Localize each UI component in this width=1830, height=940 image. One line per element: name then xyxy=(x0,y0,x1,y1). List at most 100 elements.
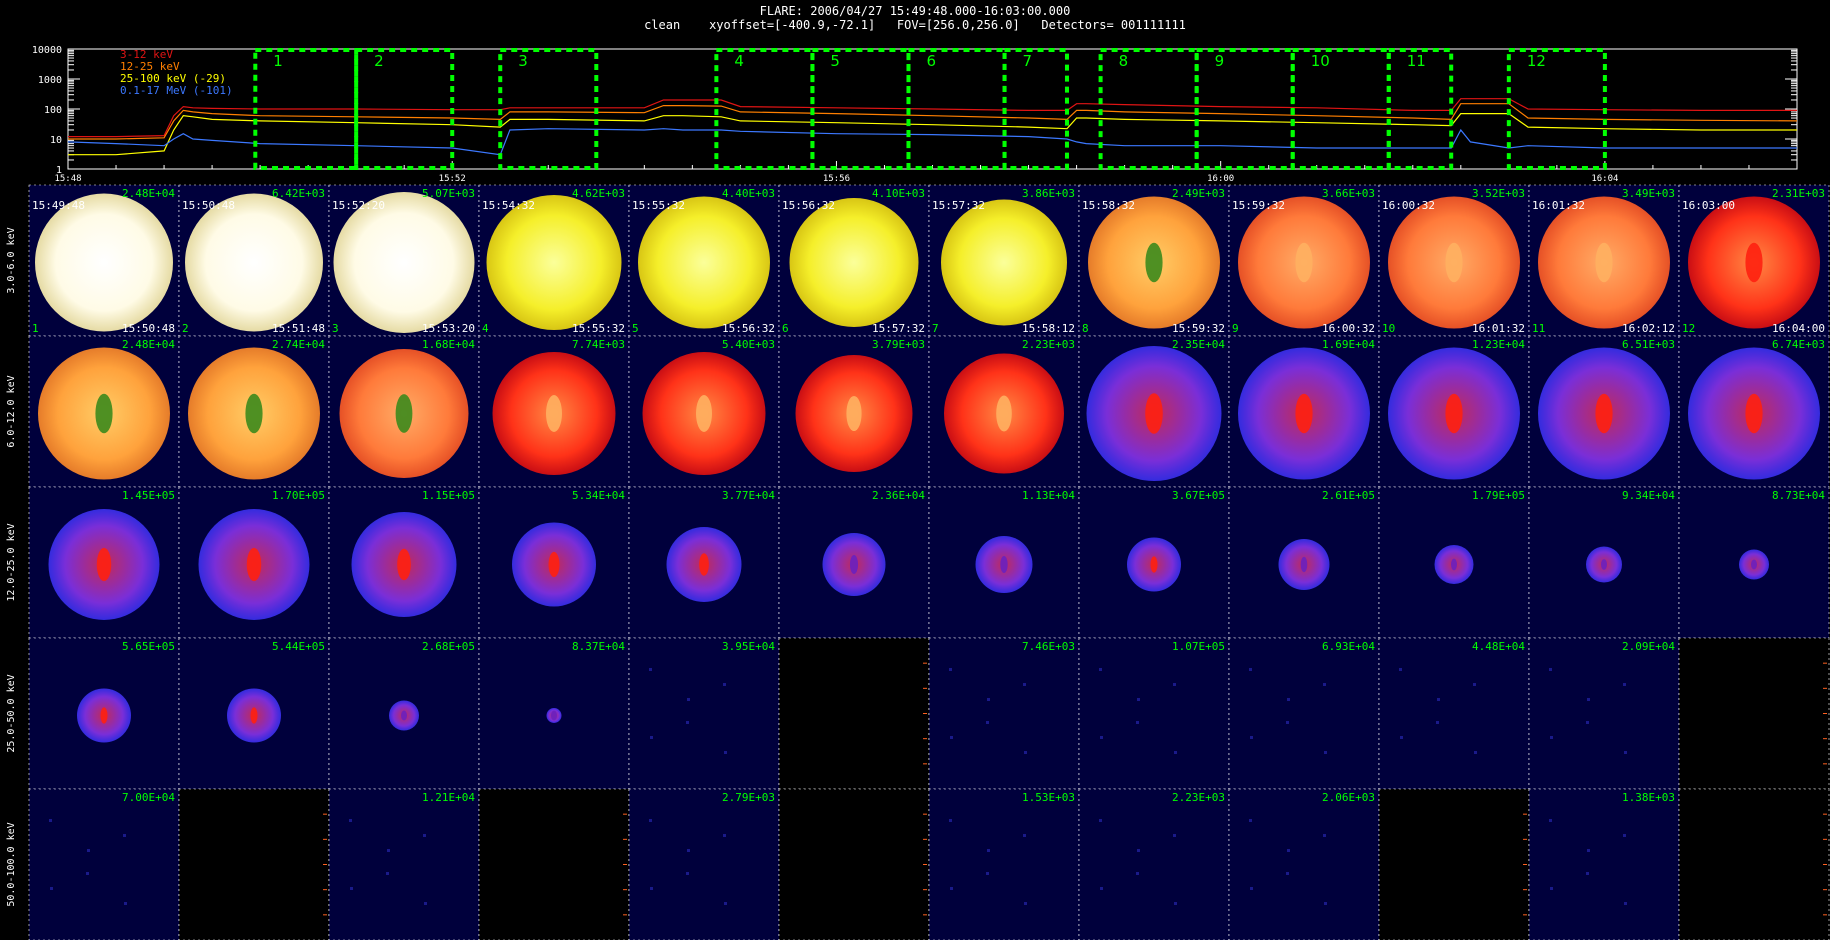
time-end-label: 16:01:32 xyxy=(1472,322,1525,335)
source-kernel xyxy=(551,710,557,721)
series-line-2 xyxy=(68,103,1798,140)
noise-speck xyxy=(1024,902,1027,905)
noise-speck xyxy=(423,834,426,837)
max-value-label: 2.68E+05 xyxy=(422,640,475,653)
max-value-label: 1.45E+05 xyxy=(122,489,175,502)
image-cell xyxy=(478,788,630,940)
max-value-label: 3.49E+03 xyxy=(1622,187,1675,200)
time-end-label: 15:59:32 xyxy=(1172,322,1225,335)
noise-speck xyxy=(1287,849,1290,852)
noise-speck xyxy=(1586,872,1589,875)
legend-entry: 0.1-17 MeV (-101) xyxy=(120,84,233,97)
time-end-label: 15:56:32 xyxy=(722,322,775,335)
max-value-label: 1.68E+04 xyxy=(422,338,475,351)
interval-number: 5 xyxy=(830,52,840,70)
source-kernel xyxy=(1300,556,1308,573)
max-value-label: 1.07E+05 xyxy=(1172,640,1225,653)
max-value-label: 1.69E+04 xyxy=(1322,338,1375,351)
max-value-label: 1.79E+05 xyxy=(1472,489,1525,502)
source-kernel xyxy=(1595,242,1613,283)
flare-title: FLARE: 2006/04/27 15:49:48.000-16:03:00.… xyxy=(759,4,1071,18)
source-kernel xyxy=(1445,242,1463,283)
max-value-label: 2.48E+04 xyxy=(122,187,175,200)
time-start-label: 15:59:32 xyxy=(1232,199,1285,212)
image-cell xyxy=(1378,788,1530,940)
source-kernel xyxy=(1000,555,1008,574)
interval-number-label: 2 xyxy=(182,322,189,335)
image-cell xyxy=(778,637,930,790)
max-value-label: 2.49E+03 xyxy=(1172,187,1225,200)
interval-box xyxy=(354,48,455,170)
noise-speck xyxy=(1623,834,1626,837)
noise-speck xyxy=(1623,683,1626,686)
max-value-label: 4.48E+04 xyxy=(1472,640,1525,653)
max-value-label: 5.34E+04 xyxy=(572,489,625,502)
interval-number: 6 xyxy=(926,52,936,70)
noise-speck xyxy=(1473,683,1476,686)
interval-number-label: 6 xyxy=(782,322,789,335)
noise-speck xyxy=(1323,683,1326,686)
time-end-label: 15:50:48 xyxy=(122,322,175,335)
noise-speck xyxy=(1100,887,1103,890)
source-kernel xyxy=(1745,393,1763,434)
image-cell xyxy=(778,788,930,940)
max-value-label: 8.37E+04 xyxy=(572,640,625,653)
time-end-label: 16:04:00 xyxy=(1772,322,1825,335)
noise-speck xyxy=(950,887,953,890)
interval-number: 11 xyxy=(1407,52,1426,70)
interval-number: 3 xyxy=(518,52,528,70)
noise-speck xyxy=(986,872,989,875)
legend-entry: 3-12 keV xyxy=(120,48,173,61)
noise-speck xyxy=(424,902,427,905)
noise-speck xyxy=(1587,849,1590,852)
max-value-label: 2.31E+03 xyxy=(1772,187,1825,200)
interval-number: 1 xyxy=(273,52,283,70)
noise-speck xyxy=(1173,834,1176,837)
source-kernel xyxy=(846,395,862,432)
interval-number-label: 1 xyxy=(32,322,39,335)
max-value-label: 7.74E+03 xyxy=(572,338,625,351)
noise-speck xyxy=(987,849,990,852)
noise-speck xyxy=(687,849,690,852)
interval-box xyxy=(714,48,815,170)
time-start-label: 15:54:32 xyxy=(482,199,535,212)
interval-number-label: 10 xyxy=(1382,322,1395,335)
image-cell xyxy=(628,788,780,940)
noise-speck xyxy=(1286,872,1289,875)
interval-number: 10 xyxy=(1311,52,1330,70)
x-tick-label: 16:00 xyxy=(1207,174,1234,184)
image-cell xyxy=(178,788,330,940)
max-value-label: 1.38E+03 xyxy=(1622,791,1675,804)
energy-band-label: 6.0-12.0 keV xyxy=(6,375,17,447)
time-end-label: 15:53:20 xyxy=(422,322,475,335)
image-cell xyxy=(328,788,480,940)
image-cell xyxy=(1528,637,1680,790)
noise-speck xyxy=(1023,834,1026,837)
image-cell xyxy=(1228,637,1380,790)
max-value-label: 7.00E+04 xyxy=(122,791,175,804)
source-kernel xyxy=(1451,558,1457,571)
noise-speck xyxy=(1286,721,1289,724)
y-tick-label: 1000 xyxy=(38,75,62,86)
source-emission xyxy=(35,193,173,332)
series-line-3 xyxy=(68,113,1797,156)
figure-header: FLARE: 2006/04/27 15:49:48.000-16:03:00.… xyxy=(0,4,1830,32)
time-start-label: 15:52:20 xyxy=(332,199,385,212)
time-start-label: 15:50:48 xyxy=(182,199,235,212)
noise-speck xyxy=(650,736,653,739)
interval-number: 7 xyxy=(1023,52,1033,70)
noise-speck xyxy=(723,834,726,837)
interval-box xyxy=(253,48,359,170)
noise-speck xyxy=(1437,698,1440,701)
noise-speck xyxy=(724,751,727,754)
noise-speck xyxy=(386,872,389,875)
source-kernel xyxy=(1601,559,1607,570)
noise-speck xyxy=(1549,819,1552,822)
max-value-label: 5.44E+05 xyxy=(272,640,325,653)
max-value-label: 1.53E+03 xyxy=(1022,791,1075,804)
source-kernel xyxy=(1595,393,1613,434)
noise-speck xyxy=(1474,751,1477,754)
noise-speck xyxy=(949,668,952,671)
time-start-label: 15:55:32 xyxy=(632,199,685,212)
